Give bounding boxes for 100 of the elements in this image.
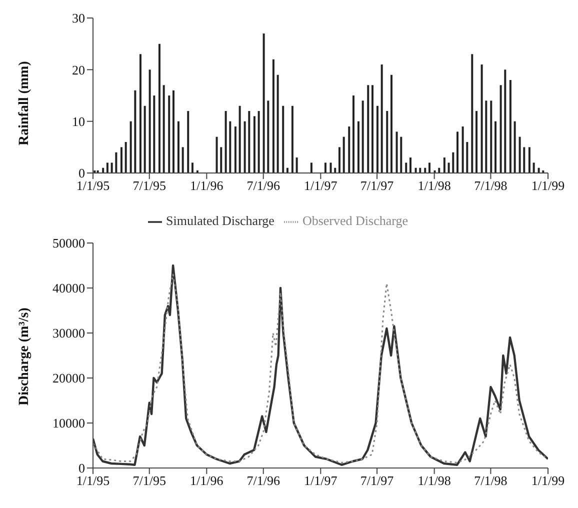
bar: [428, 162, 430, 173]
bar: [514, 121, 516, 173]
bar: [443, 158, 446, 173]
legend-label: Observed Discharge: [302, 213, 408, 228]
bar: [485, 100, 488, 173]
bar: [267, 100, 270, 173]
bar: [386, 111, 388, 173]
x-tick-label: 1/1/95: [76, 178, 110, 194]
bar: [452, 152, 454, 173]
bar: [110, 162, 113, 173]
y-tick-label: 40000: [52, 280, 85, 296]
bar: [396, 132, 398, 173]
bar: [115, 152, 118, 173]
x-tick-label: 1/1/97: [304, 178, 338, 194]
y-tick-label: 30000: [52, 326, 85, 341]
x-tick-label: 7/1/95: [132, 473, 166, 488]
bar: [504, 70, 506, 173]
x-tick-label: 1/1/97: [304, 473, 338, 488]
bar: [229, 121, 232, 173]
bar: [253, 116, 256, 173]
bar: [409, 158, 412, 173]
bar: [348, 126, 350, 173]
bar: [476, 111, 478, 173]
bar: [462, 126, 464, 173]
bar: [282, 106, 284, 173]
bar: [528, 147, 530, 173]
bar: [139, 54, 142, 173]
y-axis-title: Rainfall (mm): [16, 60, 32, 146]
bar: [106, 162, 108, 173]
x-tick-label: 1/1/95: [76, 473, 110, 488]
bar: [224, 111, 227, 173]
x-tick-label: 1/1/96: [190, 473, 224, 488]
bar: [187, 111, 190, 173]
bar: [518, 136, 521, 173]
bar: [144, 106, 146, 173]
bar: [124, 142, 127, 173]
bar: [130, 121, 132, 173]
x-tick-label: 7/1/96: [246, 178, 280, 194]
bar: [380, 64, 383, 173]
bar: [162, 85, 165, 173]
bar: [509, 80, 512, 173]
x-tick-label: 7/1/95: [132, 178, 166, 194]
y-tick-label: 20000: [52, 370, 85, 386]
bar: [148, 70, 151, 173]
bar: [238, 106, 241, 173]
bar: [262, 34, 265, 173]
bar: [220, 147, 222, 173]
bar: [362, 100, 364, 173]
bar: [352, 96, 354, 173]
y-tick-label: 20: [72, 62, 85, 78]
bar: [448, 162, 450, 173]
x-tick-label: 1/1/98: [418, 178, 451, 194]
y-tick-label: 10: [72, 114, 85, 129]
legend-label: Simulated Discharge: [166, 213, 274, 228]
x-tick-label: 7/1/97: [360, 178, 394, 194]
x-tick-label: 1/1/96: [190, 178, 224, 194]
bar: [324, 162, 326, 173]
x-tick-label: 1/1/99: [531, 473, 565, 488]
bar: [158, 44, 160, 173]
bar: [523, 147, 526, 173]
y-tick-label: 0: [78, 166, 85, 181]
x-tick-label: 1/1/98: [418, 473, 451, 488]
y-tick-label: 30: [72, 10, 85, 26]
bar: [272, 59, 274, 173]
bar: [371, 85, 374, 173]
bar: [330, 162, 332, 173]
bar: [291, 106, 294, 173]
bar: [191, 162, 194, 173]
bar: [258, 111, 260, 173]
bar: [480, 64, 483, 173]
bar: [400, 136, 402, 173]
x-tick-label: 7/1/98: [474, 178, 508, 194]
bar: [234, 126, 236, 173]
bar: [456, 132, 459, 173]
bar: [276, 74, 279, 173]
bar: [296, 158, 298, 173]
y-tick-label: 50000: [52, 236, 85, 251]
bar: [310, 162, 312, 173]
bar: [532, 162, 535, 173]
x-tick-label: 7/1/97: [360, 473, 394, 488]
bar: [367, 85, 370, 173]
bar: [466, 142, 468, 173]
bar: [471, 54, 474, 173]
bar: [376, 106, 378, 173]
bar: [244, 121, 246, 173]
y-axis-title: Discharge (m³/s): [16, 307, 32, 406]
bar: [248, 111, 250, 173]
bar: [405, 162, 408, 173]
bar: [172, 90, 174, 173]
bar: [338, 147, 340, 173]
bar: [342, 136, 345, 173]
bar: [182, 147, 184, 173]
bar: [357, 121, 360, 173]
bar: [494, 121, 496, 173]
bar: [490, 100, 492, 173]
bar: [216, 136, 218, 173]
bar: [134, 90, 136, 173]
bar: [390, 74, 392, 173]
x-tick-label: 7/1/96: [246, 473, 280, 488]
x-tick-label: 1/1/99: [531, 178, 565, 194]
